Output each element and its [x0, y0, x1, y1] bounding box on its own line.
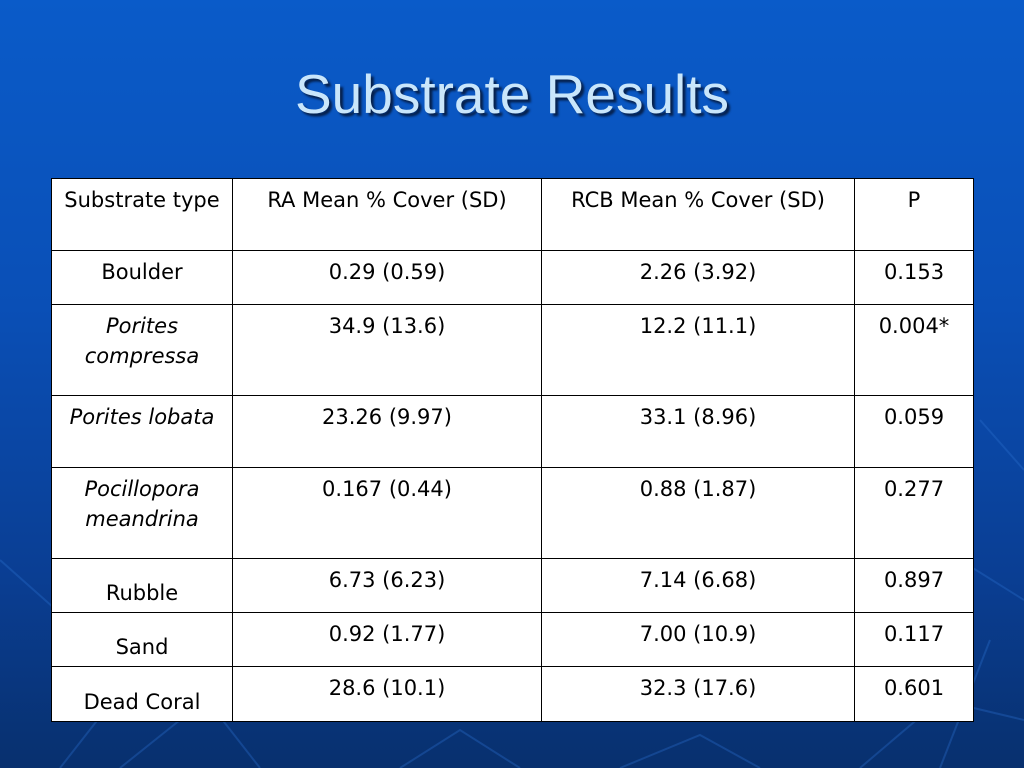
- header-p-value: P: [854, 178, 974, 251]
- results-table: Substrate type RA Mean % Cover (SD) RCB …: [51, 178, 974, 722]
- substrate-cell: Sand: [51, 612, 233, 667]
- header-ra-mean-cover: RA Mean % Cover (SD): [232, 178, 542, 251]
- table-row: Dead Coral 28.6 (10.1) 32.3 (17.6) 0.601: [51, 666, 974, 722]
- header-rcb-mean-cover: RCB Mean % Cover (SD): [541, 178, 855, 251]
- p-cell: 0.277: [854, 467, 974, 559]
- table-row: Sand 0.92 (1.77) 7.00 (10.9) 0.117: [51, 612, 974, 667]
- table-row: Boulder 0.29 (0.59) 2.26 (3.92) 0.153: [51, 250, 974, 305]
- p-cell: 0.004*: [854, 304, 974, 396]
- p-cell: 0.601: [854, 666, 974, 722]
- rcb-cell: 12.2 (11.1): [541, 304, 855, 396]
- ra-cell: 0.92 (1.77): [232, 612, 542, 667]
- p-cell: 0.117: [854, 612, 974, 667]
- rcb-cell: 7.00 (10.9): [541, 612, 855, 667]
- substrate-cell: Porites compressa: [51, 304, 233, 396]
- table-row: Rubble 6.73 (6.23) 7.14 (6.68) 0.897: [51, 558, 974, 613]
- substrate-cell: Boulder: [51, 250, 233, 305]
- table-row: Pocillopora meandrina 0.167 (0.44) 0.88 …: [51, 467, 974, 559]
- slide-title: Substrate Results: [294, 63, 730, 125]
- header-row: Substrate type RA Mean % Cover (SD) RCB …: [51, 178, 974, 251]
- ra-cell: 28.6 (10.1): [232, 666, 542, 722]
- table-row: Porites compressa 34.9 (13.6) 12.2 (11.1…: [51, 304, 974, 396]
- p-cell: 0.153: [854, 250, 974, 305]
- ra-cell: 0.29 (0.59): [232, 250, 542, 305]
- rcb-cell: 32.3 (17.6): [541, 666, 855, 722]
- rcb-cell: 2.26 (3.92): [541, 250, 855, 305]
- header-substrate-type: Substrate type: [51, 178, 233, 251]
- ra-cell: 34.9 (13.6): [232, 304, 542, 396]
- rcb-cell: 0.88 (1.87): [541, 467, 855, 559]
- p-cell: 0.897: [854, 558, 974, 613]
- ra-cell: 0.167 (0.44): [232, 467, 542, 559]
- substrate-cell: Rubble: [51, 558, 233, 613]
- ra-cell: 23.26 (9.97): [232, 395, 542, 468]
- p-cell: 0.059: [854, 395, 974, 468]
- rcb-cell: 33.1 (8.96): [541, 395, 855, 468]
- substrate-cell: Dead Coral: [51, 666, 233, 722]
- rcb-cell: 7.14 (6.68): [541, 558, 855, 613]
- table-row: Porites lobata 23.26 (9.97) 33.1 (8.96) …: [51, 395, 974, 468]
- substrate-cell: Porites lobata: [51, 395, 233, 468]
- substrate-cell: Pocillopora meandrina: [51, 467, 233, 559]
- ra-cell: 6.73 (6.23): [232, 558, 542, 613]
